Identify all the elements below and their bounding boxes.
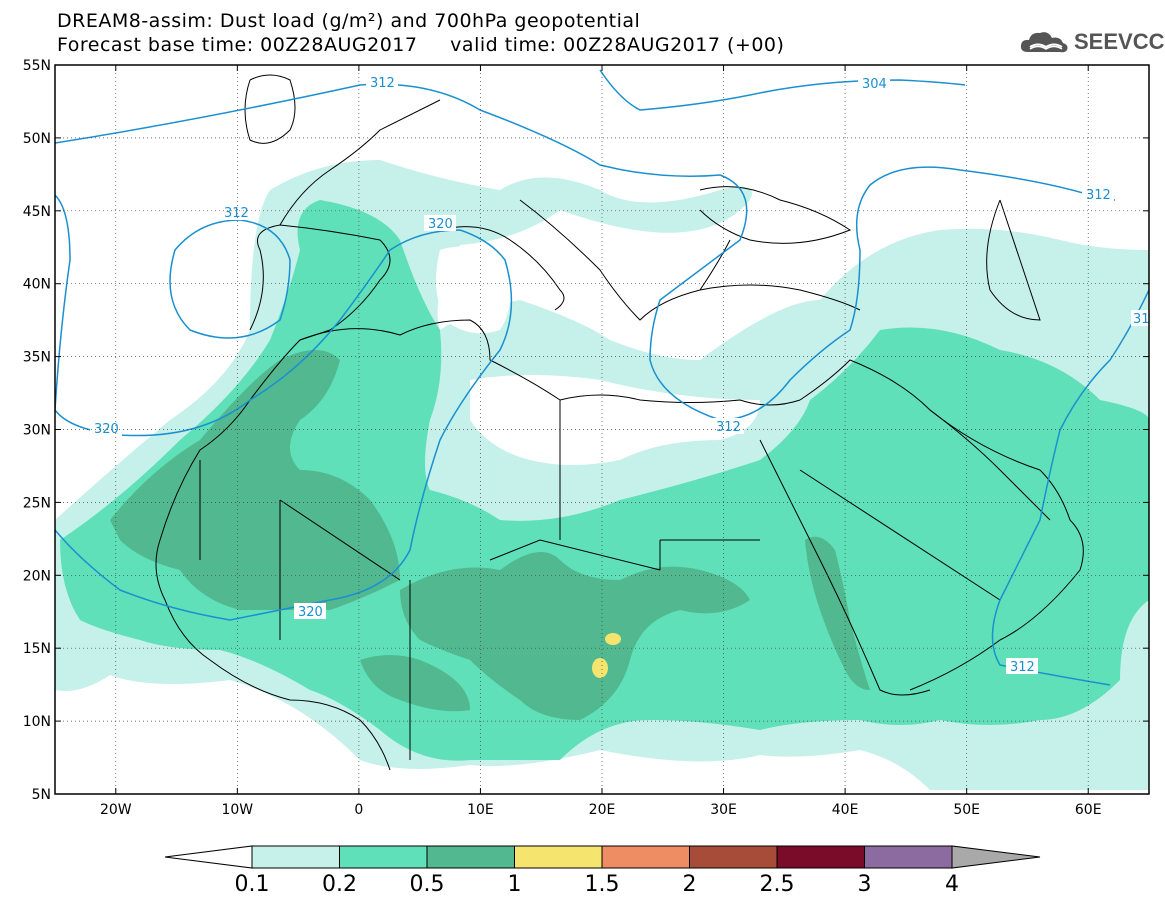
dust-field-dark-4 bbox=[360, 655, 470, 712]
contour-label: 312 bbox=[1086, 188, 1111, 203]
coast-caspian bbox=[986, 199, 1041, 321]
contour-label: 312 bbox=[716, 420, 741, 435]
coast-africa-north bbox=[299, 319, 801, 406]
lat-tick-label: 30N bbox=[23, 423, 51, 439]
coast-iberia bbox=[249, 224, 391, 341]
contour-label: 312 bbox=[370, 76, 395, 91]
dust-field-yellow-2 bbox=[592, 658, 608, 678]
colorbar-tick-label: 0.5 bbox=[410, 872, 445, 897]
contour-312-iberia-loop bbox=[169, 219, 291, 339]
lat-tick-label: 20N bbox=[23, 568, 51, 584]
lat-tick-label: 50N bbox=[23, 131, 51, 147]
dust-field-medium bbox=[60, 200, 1149, 761]
colorbar-segment bbox=[601, 845, 690, 869]
colorbar-segment bbox=[864, 845, 953, 869]
dust-field-yellow-1 bbox=[605, 633, 621, 645]
coast-redsea bbox=[759, 439, 931, 696]
coast-gulf bbox=[929, 409, 1051, 521]
lat-tick-label: 55N bbox=[23, 58, 51, 74]
contour-labels: 312 304 312 320 312 320 320 312 31 312 bbox=[90, 74, 1150, 675]
border-lines bbox=[199, 400, 1001, 760]
coast-turkey bbox=[699, 284, 861, 311]
colorbar-tick-label: 2 bbox=[683, 872, 697, 897]
lat-tick-label: 5N bbox=[32, 787, 51, 803]
colorbar-tick-label: 0.1 bbox=[235, 872, 270, 897]
colorbar-segment bbox=[689, 845, 778, 869]
dust-field-dark-1 bbox=[110, 350, 400, 610]
lat-tick-label: 10N bbox=[23, 714, 51, 730]
contour-312-north bbox=[55, 83, 1116, 421]
colorbar-tick-label: 2.5 bbox=[760, 872, 795, 897]
colorbar-tick-label: 1 bbox=[508, 872, 522, 897]
axis-ticks: 55N 50N 45N 40N 35N 30N 25N 20N 15N 10N 5N 20W 10W 0 1… bbox=[23, 58, 1149, 818]
coast-balkans bbox=[519, 199, 731, 321]
lon-tick-label: 40E bbox=[832, 802, 859, 818]
lon-tick-label: 0 bbox=[354, 802, 363, 818]
lon-tick-label: 10E bbox=[467, 802, 494, 818]
dust-field-dark-3 bbox=[805, 536, 870, 690]
contour-label: 320 bbox=[94, 422, 119, 437]
colorbar-tick-label: 1.5 bbox=[585, 872, 620, 897]
graticule bbox=[55, 65, 1149, 794]
lat-tick-label: 25N bbox=[23, 495, 51, 511]
contour-320-west bbox=[55, 194, 513, 621]
lon-tick-label: 10W bbox=[221, 802, 253, 818]
geopotential-contours bbox=[55, 69, 1149, 686]
colorbar-segment bbox=[251, 845, 340, 869]
coast-france bbox=[279, 99, 441, 226]
colorbar-segment bbox=[339, 845, 428, 869]
coast-blacksea bbox=[699, 186, 852, 244]
lon-tick-label: 30E bbox=[710, 802, 737, 818]
clear-area-sahara bbox=[470, 375, 760, 465]
colorbar-over-arrow bbox=[951, 845, 1041, 869]
coast-italy bbox=[439, 226, 565, 311]
coast-arabia bbox=[799, 359, 1084, 691]
contour-312-east bbox=[991, 289, 1149, 686]
contour-label: 320 bbox=[298, 605, 323, 620]
coast-africa-west bbox=[155, 339, 391, 771]
colorbar: 0.1 0.2 0.5 1 1.5 2 2.5 3 4 bbox=[164, 845, 1041, 897]
colorbar-segment bbox=[426, 845, 515, 869]
colorbar-tick-label: 0.2 bbox=[322, 872, 357, 897]
seevccc-logo: SEEVCCC bbox=[1018, 28, 1165, 56]
lat-tick-label: 40N bbox=[23, 277, 51, 293]
clear-area-med bbox=[436, 246, 510, 334]
contour-label: 304 bbox=[862, 77, 887, 92]
lon-tick-label: 50E bbox=[953, 802, 980, 818]
colorbar-under-arrow bbox=[164, 845, 253, 869]
contour-label: 320 bbox=[428, 217, 453, 232]
logo-text: SEEVCCC bbox=[1074, 29, 1165, 54]
contour-304 bbox=[599, 69, 966, 111]
lat-tick-label: 45N bbox=[23, 204, 51, 220]
colorbar-segment bbox=[514, 845, 603, 869]
coastlines bbox=[155, 74, 1084, 771]
lon-tick-label: 20W bbox=[100, 802, 132, 818]
coast-britain bbox=[244, 74, 296, 144]
dust-fields bbox=[55, 160, 1149, 790]
cloud-icon bbox=[1020, 32, 1068, 53]
contour-label: 312 bbox=[1010, 660, 1035, 675]
map-subtitle: Forecast base time: 00Z28AUG2017 valid t… bbox=[57, 34, 785, 56]
lon-tick-label: 20E bbox=[589, 802, 616, 818]
contour-label: 31 bbox=[1133, 312, 1150, 327]
lat-tick-label: 35N bbox=[23, 350, 51, 366]
lat-tick-label: 15N bbox=[23, 641, 51, 657]
contour-label: 312 bbox=[224, 206, 249, 221]
map-title: DREAM8-assim: Dust load (g/m²) and 700hP… bbox=[57, 10, 641, 32]
colorbar-tick-label: 3 bbox=[858, 872, 872, 897]
lon-tick-label: 60E bbox=[1075, 802, 1102, 818]
dust-field-dark-2 bbox=[400, 552, 750, 720]
colorbar-segment bbox=[776, 845, 865, 869]
colorbar-tick-label: 4 bbox=[945, 872, 959, 897]
